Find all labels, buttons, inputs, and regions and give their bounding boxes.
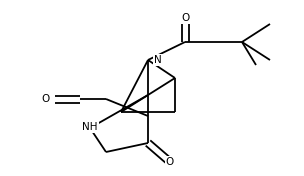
Text: O: O xyxy=(181,13,189,23)
Text: O: O xyxy=(42,94,50,104)
Text: O: O xyxy=(166,157,174,167)
Text: NH: NH xyxy=(82,122,98,132)
Text: N: N xyxy=(154,55,162,65)
